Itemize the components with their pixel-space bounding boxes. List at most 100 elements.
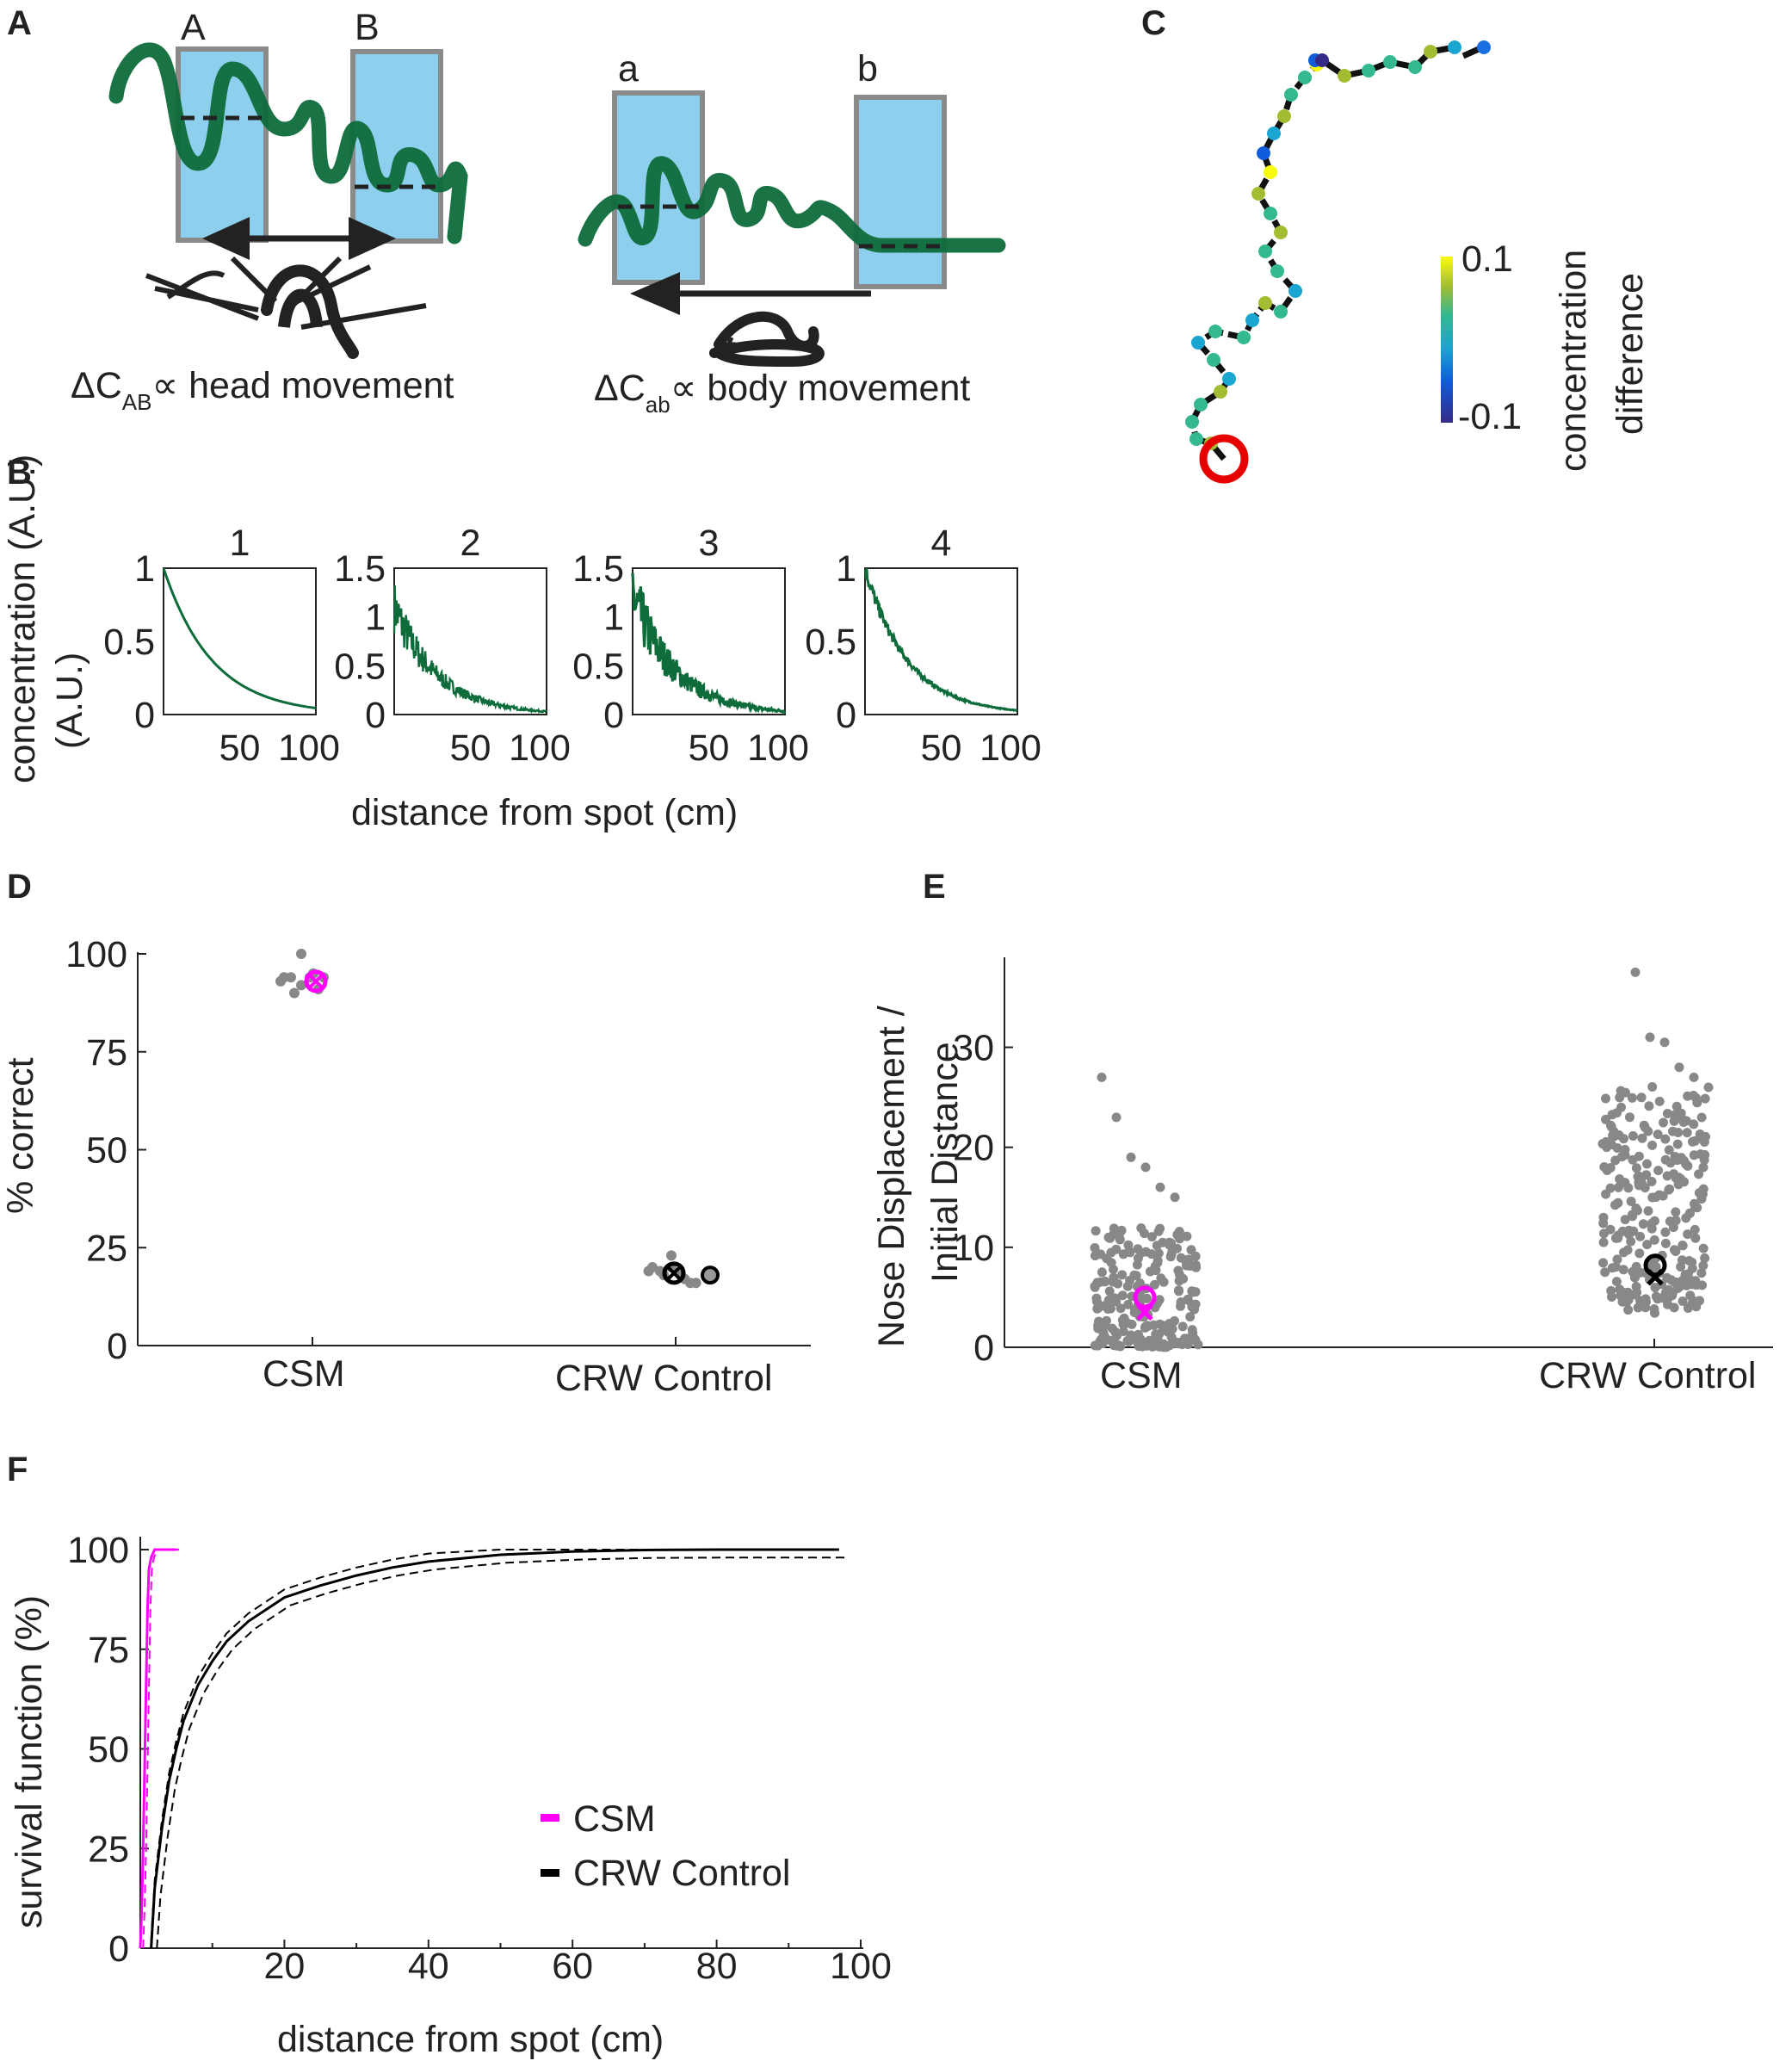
b-ytick-3: 0 <box>603 695 624 736</box>
d-cat-csm: CSM <box>263 1353 345 1395</box>
e-point-crw <box>1692 1098 1702 1108</box>
panel-label-a: A <box>7 4 32 42</box>
panel-label-b: B <box>7 454 32 492</box>
e-point-crw <box>1605 1224 1616 1235</box>
start-marker-circle <box>1199 434 1249 484</box>
trajectory-point <box>1258 296 1272 310</box>
d-ytick: 0 <box>107 1326 127 1367</box>
e-point-crw <box>1683 1091 1693 1101</box>
caption-head-movement: ΔCAB∝ head movement <box>71 365 454 415</box>
panel-d-percent-correct: % correct 0 25 50 75 100 CSM CRW Control <box>0 934 811 1399</box>
e-point-crw <box>1692 1203 1702 1213</box>
trajectory-point <box>1424 45 1437 59</box>
panel-label-d: D <box>7 868 32 906</box>
legend-label-crw: CRW Control <box>573 1853 790 1894</box>
f-xtick-label: 20 <box>263 1946 305 1987</box>
e-point-csm <box>1109 1223 1119 1234</box>
panel-f-survival-function: survival function (%) distance from spot… <box>9 1530 892 2060</box>
e-point-crw <box>1680 1270 1690 1280</box>
arrow-right-head <box>349 217 396 260</box>
e-point-crw <box>1672 1284 1683 1293</box>
e-point-crw <box>1645 1032 1655 1043</box>
panel-label-c: C <box>1141 4 1166 42</box>
trajectory-point <box>1298 71 1312 84</box>
e-ytick: 0 <box>973 1327 994 1369</box>
e-point-csm <box>1122 1281 1133 1291</box>
e-point-csm <box>1146 1232 1157 1242</box>
trajectory-point <box>1274 226 1288 239</box>
d-cat-crw: CRW Control <box>555 1358 772 1399</box>
e-median-crw <box>1647 1268 1664 1286</box>
e-point-crw <box>1647 1223 1657 1234</box>
e-point-csm <box>1111 1297 1122 1307</box>
colorbar-max-label: 0.1 <box>1461 238 1513 280</box>
d-ytick: 25 <box>86 1228 127 1269</box>
e-point-crw <box>1664 1284 1674 1295</box>
e-point-csm <box>1174 1285 1183 1296</box>
e-point-crw <box>1625 1112 1634 1123</box>
e-point-csm <box>1186 1245 1196 1255</box>
e-point-crw <box>1669 1303 1679 1313</box>
panel-a-schematic: A B ΔCAB∝ head movement a b ΔCab∝ body m… <box>71 7 1006 418</box>
b-ytick-2: 0 <box>365 695 386 736</box>
e-point-crw <box>1628 1211 1638 1222</box>
b-xtick-1: 100 <box>278 727 340 769</box>
e-point-csm <box>1182 1258 1192 1268</box>
trajectory-point <box>1277 109 1291 123</box>
legend-swatch-csm <box>541 1814 559 1822</box>
e-point-crw <box>1634 1171 1644 1181</box>
b-xtick-1: 50 <box>219 727 261 769</box>
e-point-crw <box>1601 1189 1611 1199</box>
e-point-crw <box>1636 1092 1647 1103</box>
f-ylabel: survival function (%) <box>9 1595 50 1928</box>
colorbar-label-line1: concentration <box>1553 250 1594 472</box>
b-curve-3 <box>631 572 787 715</box>
e-point-crw <box>1700 1093 1710 1104</box>
e-ylabel-line2: Initial Distance <box>924 1042 966 1283</box>
e-point-crw <box>1660 1238 1671 1248</box>
b-title-1: 1 <box>230 523 250 564</box>
e-point-crw <box>1628 1131 1638 1141</box>
worm-head-movement <box>108 42 468 244</box>
e-point-crw <box>1696 1132 1705 1142</box>
e-point-csm <box>1140 1247 1151 1257</box>
trajectory-point <box>1237 331 1251 344</box>
e-point-csm <box>1177 1340 1187 1350</box>
f-ci-upper-crw <box>150 1549 839 1940</box>
e-point-csm <box>1153 1248 1164 1259</box>
e-point-crw <box>1698 1260 1709 1271</box>
b-ytick-3: 0.5 <box>572 646 624 687</box>
e-point-csm <box>1144 1335 1154 1346</box>
d-point-crw <box>666 1250 677 1261</box>
d-ticks: 0 25 50 75 100 <box>65 934 677 1367</box>
f-xtick-label: 40 <box>408 1946 449 1987</box>
f-ytick: 50 <box>88 1730 129 1771</box>
e-point-crw <box>1673 1128 1684 1137</box>
e-point-crw <box>1660 1134 1671 1144</box>
e-point-crw <box>1634 1248 1645 1259</box>
d-mean-csm <box>304 969 328 993</box>
e-point-csm <box>1150 1261 1160 1272</box>
e-point-crw <box>1634 1151 1644 1161</box>
e-point-csm <box>1122 1318 1133 1328</box>
e-point-crw <box>1600 1267 1610 1278</box>
e-point-crw <box>1607 1110 1617 1120</box>
e-point-crw <box>1654 1096 1665 1106</box>
d-point-csm <box>296 980 306 991</box>
e-point-csm <box>1175 1270 1184 1280</box>
trajectory-point <box>1270 264 1284 278</box>
b-ytick-2: 1 <box>365 597 386 639</box>
d-mean2-crw <box>701 1266 720 1285</box>
e-point-crw <box>1620 1215 1630 1225</box>
e-point-crw <box>1611 1277 1622 1287</box>
e-point-crw <box>1616 1152 1627 1162</box>
e-point-crw <box>1678 1241 1688 1250</box>
trajectory-point <box>1185 415 1199 429</box>
b-curve-1 <box>162 567 317 709</box>
d-ylabel: % correct <box>0 1057 41 1214</box>
e-point-csm <box>1097 1072 1107 1082</box>
e-point-crw <box>1654 1190 1665 1200</box>
e-point-crw <box>1631 1163 1641 1173</box>
e-point-crw <box>1631 1282 1641 1291</box>
e-point-csm <box>1116 1225 1127 1235</box>
